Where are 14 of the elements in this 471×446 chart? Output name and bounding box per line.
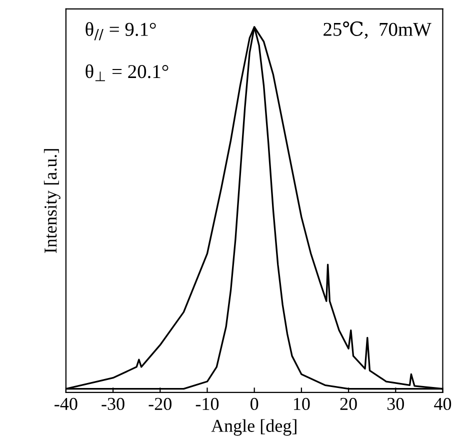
x-tick-label: -20 <box>148 398 172 410</box>
annotation: θ$_{⊥}$ = 20.1° <box>86 64 168 82</box>
annotation: θ$_{//}$ = 9.1° <box>86 22 156 40</box>
x-tick-label: 10 <box>294 398 310 410</box>
annotation: 25℃, 70mW <box>324 21 432 39</box>
x-tick-label: 30 <box>387 398 404 410</box>
x-tick-label: -30 <box>102 398 124 410</box>
x-tick-label: 20 <box>340 398 357 410</box>
x-tick-label: -10 <box>196 398 219 410</box>
x-tick-label: -40 <box>54 398 78 410</box>
x-tick-label: 40 <box>434 398 452 410</box>
x-tick-label: 0 <box>250 398 258 410</box>
y-axis-title: Intensity [a.u.] <box>44 149 60 253</box>
x-axis-title: Angle [deg] <box>211 419 296 436</box>
